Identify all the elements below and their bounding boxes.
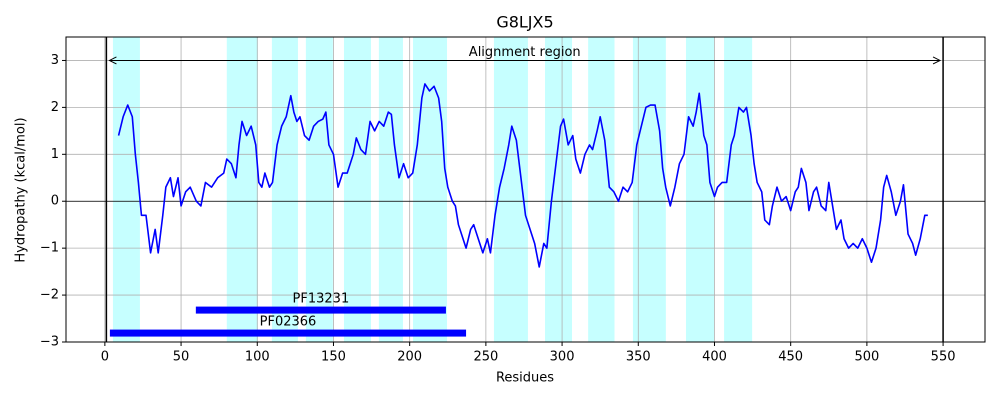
x-tick-label: 550 (931, 350, 956, 365)
domain-label: PF02366 (260, 315, 317, 330)
highlight-region (588, 37, 615, 342)
y-tick-label: 3 (51, 53, 59, 68)
highlight-region (685, 37, 715, 342)
highlight-region (271, 37, 298, 342)
x-tick-label: 0 (101, 350, 109, 365)
domain-bar (109, 329, 467, 337)
x-tick-label: 500 (854, 350, 879, 365)
x-tick-label: 350 (626, 350, 651, 365)
domain-label: PF13231 (293, 292, 350, 307)
arrow-head (932, 56, 942, 65)
y-axis-label: Hydropathy (kcal/mol) (14, 117, 29, 262)
x-tick-label: 100 (245, 350, 270, 365)
highlight-region (545, 37, 572, 342)
chart-title: G8LJX5 (496, 13, 553, 32)
plot-frame (65, 36, 986, 343)
y-tick-label: 0 (51, 194, 59, 209)
highlight-region (413, 37, 448, 342)
highlight-region (112, 37, 140, 342)
x-tick-label: 300 (550, 350, 575, 365)
y-tick-label: 1 (51, 147, 59, 162)
highlight-region (724, 37, 753, 342)
x-tick-label: 250 (473, 350, 498, 365)
domain-bar (195, 306, 446, 314)
y-tick-label: −1 (40, 241, 59, 256)
highlight-region (343, 37, 371, 342)
y-tick-label: 2 (51, 100, 59, 115)
highlight-region (305, 37, 333, 342)
x-axis-label: Residues (496, 371, 554, 386)
y-tick-label: −2 (40, 288, 59, 303)
alignment-label: Alignment region (469, 45, 581, 60)
x-tick-label: 50 (173, 350, 190, 365)
x-tick-label: 200 (397, 350, 422, 365)
arrow-head (108, 56, 117, 65)
x-tick-label: 450 (778, 350, 803, 365)
highlight-region (378, 37, 403, 342)
x-tick-label: 150 (321, 350, 346, 365)
y-tick-label: −3 (40, 335, 59, 350)
x-tick-label: 400 (702, 350, 727, 365)
hydropathy-line (117, 83, 928, 268)
highlight-region (226, 37, 258, 342)
